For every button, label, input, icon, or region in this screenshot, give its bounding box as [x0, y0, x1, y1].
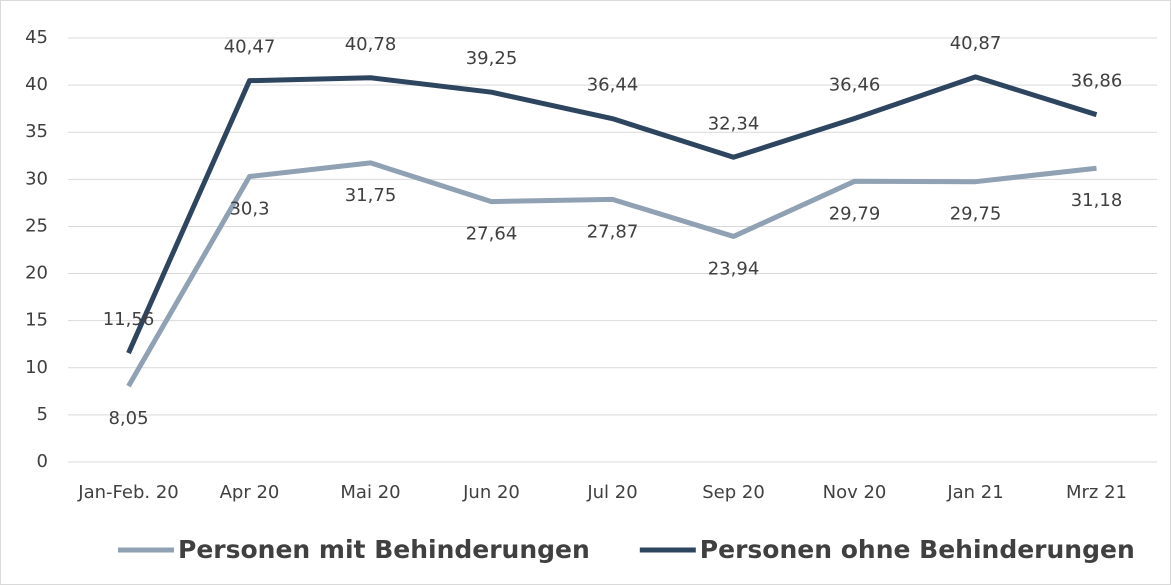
- data-label: 36,86: [1071, 71, 1123, 92]
- data-label: 31,18: [1071, 190, 1123, 211]
- x-tick-label: Mrz 21: [1066, 482, 1127, 503]
- x-tick-label: Jul 20: [586, 482, 637, 503]
- data-label: 11,56: [103, 309, 155, 330]
- y-tick-label: 35: [25, 121, 48, 142]
- y-tick-label: 45: [25, 27, 48, 48]
- series-line: [126, 74, 1098, 355]
- x-tick-label: Mai 20: [340, 482, 400, 503]
- y-tick-label: 10: [25, 357, 48, 378]
- y-tick-label: 30: [25, 168, 48, 189]
- x-tick-label: Jan-Feb. 20: [77, 482, 178, 503]
- data-label: 36,44: [587, 75, 639, 96]
- y-tick-label: 25: [25, 215, 48, 236]
- y-tick-label: 20: [25, 263, 48, 284]
- data-label: 40,47: [224, 37, 276, 58]
- legend-label: Personen mit Behinderungen: [178, 535, 590, 564]
- y-tick-label: 15: [25, 310, 48, 331]
- data-label: 30,3: [229, 199, 269, 220]
- legend-label: Personen ohne Behinderungen: [700, 535, 1135, 564]
- y-tick-label: 5: [37, 404, 48, 425]
- data-label: 29,79: [829, 203, 881, 224]
- data-label: 29,75: [950, 204, 1002, 225]
- data-label: 39,25: [466, 48, 518, 69]
- data-label: 32,34: [708, 113, 760, 134]
- x-tick-label: Jan 21: [946, 482, 1003, 503]
- data-label: 40,78: [345, 34, 397, 55]
- x-tick-label: Nov 20: [823, 482, 887, 503]
- y-tick-label: 40: [25, 74, 48, 95]
- data-label: 36,46: [829, 74, 881, 95]
- x-tick-label: Apr 20: [220, 482, 280, 503]
- data-label: 40,87: [950, 33, 1002, 54]
- x-tick-label: Sep 20: [702, 482, 765, 503]
- series-line: [126, 160, 1097, 388]
- data-label: 31,75: [345, 185, 397, 206]
- x-tick-label: Jun 20: [462, 482, 520, 503]
- data-label: 8,05: [108, 408, 148, 429]
- y-tick-label: 0: [37, 451, 48, 472]
- data-label: 27,87: [587, 221, 639, 242]
- data-label: 27,64: [466, 224, 518, 245]
- data-label: 23,94: [708, 258, 760, 279]
